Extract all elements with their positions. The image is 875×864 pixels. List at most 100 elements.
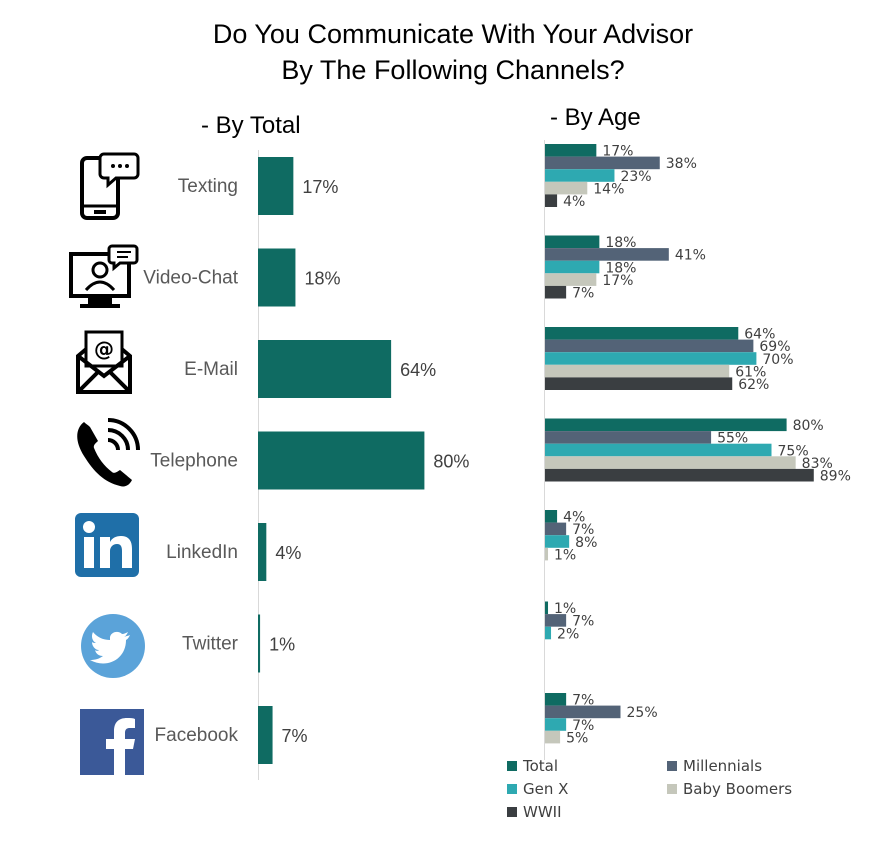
age-bar-e-mail-wwii bbox=[545, 377, 733, 390]
legend-swatch-millennials bbox=[667, 761, 677, 771]
age-value-label-video-chat-millennials: 41% bbox=[675, 248, 706, 264]
linkedin-icon bbox=[75, 513, 139, 577]
age-bar-facebook-total bbox=[545, 693, 567, 706]
subheading-total: - By Total bbox=[201, 112, 301, 139]
age-value-label-twitter-total: 1% bbox=[554, 601, 576, 617]
age-bar-linkedin-total bbox=[545, 510, 558, 523]
age-bar-texting-baby-boomers bbox=[545, 181, 588, 195]
age-value-label-linkedin-total: 4% bbox=[563, 510, 585, 526]
legend-label-total: Total bbox=[523, 757, 559, 775]
chart-title: Do You Communicate With Your Advisor By … bbox=[0, 16, 875, 88]
total-bars-group: Texting 17% Video-Chat 18% E-Mail 64% Telephon… bbox=[143, 157, 469, 764]
age-value-label-telephone-baby-boomers: 83% bbox=[802, 456, 833, 472]
category-label-texting: Texting bbox=[178, 176, 238, 197]
age-bar-texting-total bbox=[545, 144, 597, 157]
age-value-label-video-chat-baby-boomers: 17% bbox=[602, 273, 633, 289]
age-bar-twitter-gen-x bbox=[545, 626, 552, 640]
age-value-label-video-chat-total: 18% bbox=[605, 235, 636, 251]
age-bar-texting-millennials bbox=[545, 156, 660, 170]
subheading-age: - By Age bbox=[550, 104, 641, 131]
legend-label-millennials: Millennials bbox=[683, 757, 763, 775]
category-label-video-chat: Video-Chat bbox=[143, 268, 238, 289]
age-value-label-video-chat-wwii: 7% bbox=[572, 286, 594, 302]
age-bar-twitter-millennials bbox=[545, 614, 567, 627]
total-bar-telephone bbox=[258, 431, 425, 490]
total-bar-video-chat bbox=[258, 248, 296, 307]
video-chat-icon bbox=[69, 244, 139, 308]
category-label-telephone: Telephone bbox=[150, 451, 238, 472]
age-value-label-video-chat-gen-x: 18% bbox=[605, 260, 636, 276]
age-value-label-texting-millennials: 38% bbox=[666, 156, 697, 172]
age-bar-video-chat-millennials bbox=[545, 248, 669, 261]
legend-label-baby-boomers: Baby Boomers bbox=[683, 780, 793, 798]
age-value-label-telephone-total: 80% bbox=[793, 418, 824, 434]
legend-item-wwii: WWII bbox=[507, 803, 562, 821]
category-label-facebook: Facebook bbox=[155, 725, 239, 746]
age-bar-linkedin-baby-boomers bbox=[545, 547, 549, 561]
total-bar-facebook bbox=[258, 706, 273, 764]
age-bar-texting-gen-x bbox=[545, 169, 615, 182]
legend-swatch-baby-boomers bbox=[667, 784, 677, 794]
age-value-label-facebook-baby-boomers: 5% bbox=[566, 730, 588, 746]
legend-item-gen-x: Gen X bbox=[507, 780, 568, 798]
age-value-label-facebook-total: 7% bbox=[572, 693, 594, 709]
legend-item-total: Total bbox=[507, 757, 558, 775]
age-bar-e-mail-millennials bbox=[545, 339, 754, 353]
age-value-label-telephone-millennials: 55% bbox=[717, 431, 748, 447]
total-value-label-facebook: 7% bbox=[282, 726, 308, 746]
age-bar-video-chat-total bbox=[545, 235, 600, 249]
age-bar-facebook-baby-boomers bbox=[545, 730, 561, 744]
facebook-icon bbox=[80, 709, 144, 775]
age-bar-telephone-baby-boomers bbox=[545, 456, 796, 469]
age-bar-video-chat-gen-x bbox=[545, 260, 600, 274]
age-bar-e-mail-gen-x bbox=[545, 352, 757, 365]
age-bar-e-mail-baby-boomers bbox=[545, 364, 730, 378]
age-value-label-twitter-millennials: 7% bbox=[572, 614, 594, 630]
category-label-linkedin: LinkedIn bbox=[166, 542, 238, 563]
age-bar-video-chat-wwii bbox=[545, 285, 567, 299]
age-value-label-e-mail-wwii: 62% bbox=[738, 377, 769, 393]
age-value-label-e-mail-baby-boomers: 61% bbox=[735, 364, 766, 380]
twitter-icon bbox=[81, 614, 145, 678]
total-bar-e-mail bbox=[258, 340, 392, 398]
legend-item-millennials: Millennials bbox=[667, 757, 762, 775]
age-bar-telephone-millennials bbox=[545, 431, 712, 444]
age-bar-linkedin-millennials bbox=[545, 522, 567, 536]
age-bar-twitter-total bbox=[545, 601, 549, 615]
title-line-1: Do You Communicate With Your Advisor bbox=[212, 19, 694, 49]
telephone-icon bbox=[77, 418, 140, 487]
total-value-label-telephone: 80% bbox=[433, 452, 469, 472]
age-bar-facebook-millennials bbox=[545, 705, 621, 719]
total-value-label-video-chat: 18% bbox=[304, 269, 340, 289]
age-bar-video-chat-baby-boomers bbox=[545, 273, 597, 286]
age-bars-group: 17%38%23%14%4%18%41%18%17%7%64%69%70%61%… bbox=[545, 144, 851, 746]
age-value-label-e-mail-total: 64% bbox=[744, 327, 775, 343]
legend-label-gen-x: Gen X bbox=[523, 780, 569, 798]
age-value-label-twitter-gen-x: 2% bbox=[557, 626, 579, 642]
age-bar-telephone-total bbox=[545, 418, 787, 432]
age-value-label-e-mail-gen-x: 70% bbox=[762, 352, 793, 368]
total-value-label-texting: 17% bbox=[302, 177, 338, 197]
age-bar-e-mail-total bbox=[545, 327, 739, 340]
legend-swatch-gen-x bbox=[507, 784, 517, 794]
svg-text:@: @ bbox=[94, 337, 114, 361]
total-bar-twitter bbox=[258, 614, 261, 673]
legend-item-baby-boomers: Baby Boomers bbox=[667, 780, 792, 798]
age-value-label-texting-gen-x: 23% bbox=[620, 169, 651, 185]
age-value-label-facebook-millennials: 25% bbox=[627, 705, 658, 721]
age-bar-facebook-gen-x bbox=[545, 718, 567, 731]
phone-chat-icon bbox=[80, 152, 140, 220]
legend-swatch-total bbox=[507, 761, 517, 771]
age-value-label-e-mail-millennials: 69% bbox=[759, 339, 790, 355]
age-bar-telephone-wwii bbox=[545, 468, 814, 482]
age-bar-texting-wwii bbox=[545, 194, 558, 207]
total-bar-texting bbox=[258, 157, 294, 215]
total-bar-linkedin bbox=[258, 523, 267, 581]
legend-label-wwii: WWII bbox=[523, 803, 562, 821]
title-line-2: By The Following Channels? bbox=[281, 55, 625, 85]
age-value-label-texting-total: 17% bbox=[602, 144, 633, 160]
email-icon: @ bbox=[76, 330, 132, 394]
total-value-label-e-mail: 64% bbox=[400, 360, 436, 380]
age-value-label-linkedin-gen-x: 8% bbox=[575, 535, 597, 551]
